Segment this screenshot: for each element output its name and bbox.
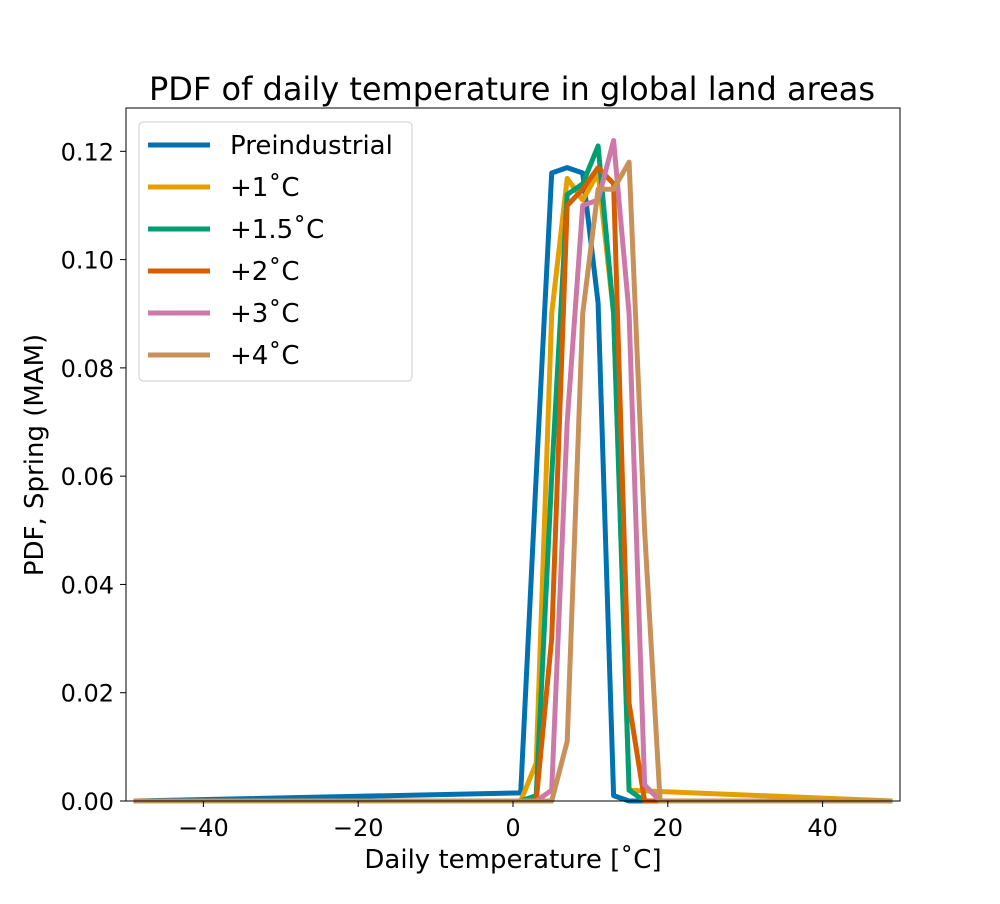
y-tick-label: 0.04 [61, 571, 114, 599]
x-axis: −40 −20 0 20 40 [178, 801, 838, 842]
legend: Preindustrial +1˚C +1.5˚C +2˚C +3˚C +4˚C [138, 121, 413, 382]
x-axis-label: Daily temperature [˚C] [364, 845, 661, 875]
y-tick-label: 0.12 [61, 138, 114, 166]
legend-label-2: +1.5˚C [230, 215, 324, 245]
y-tick-label: 0.10 [61, 247, 114, 275]
y-tick-label: 0.08 [61, 355, 114, 383]
y-axis: 0.00 0.02 0.04 0.06 0.08 0.10 0.12 [61, 138, 126, 816]
y-tick-label: 0.06 [61, 463, 114, 491]
y-axis-label: PDF, Spring (MAM) [20, 334, 50, 576]
legend-label-3: +2˚C [230, 257, 299, 287]
series-line-2 [133, 143, 893, 804]
legend-label-0: Preindustrial [230, 131, 393, 161]
x-tick-label: −40 [178, 814, 229, 842]
series-line-0 [133, 165, 893, 804]
y-tick-label: 0.02 [61, 680, 114, 708]
legend-label-5: +4˚C [230, 341, 299, 371]
x-tick-label: 0 [505, 814, 520, 842]
x-tick-label: 40 [807, 814, 838, 842]
x-tick-label: 20 [653, 814, 684, 842]
chart-title: PDF of daily temperature in global land … [149, 70, 875, 108]
legend-label-4: +3˚C [230, 299, 299, 329]
legend-label-1: +1˚C [230, 173, 299, 203]
x-tick-label: −20 [333, 814, 384, 842]
y-tick-label: 0.00 [61, 788, 114, 816]
